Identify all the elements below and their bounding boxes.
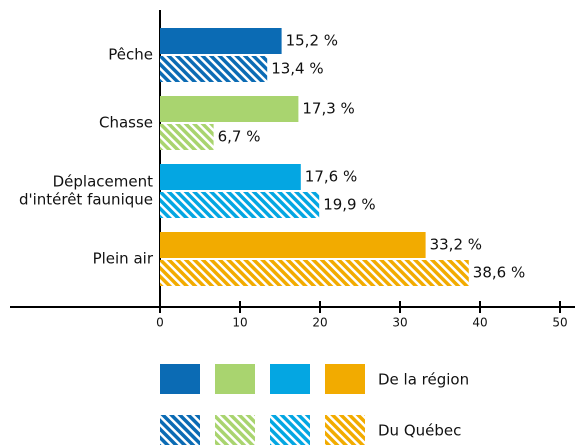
x-tick-label: 50 — [552, 316, 567, 330]
bar — [160, 232, 426, 258]
category-label: d'intérêt faunique — [19, 191, 153, 209]
x-tick-label: 30 — [392, 316, 407, 330]
bar — [160, 124, 214, 150]
legend-swatch — [160, 364, 200, 394]
x-tick-label: 40 — [472, 316, 487, 330]
category-label: Chasse — [99, 114, 153, 132]
value-label: 17,3 % — [302, 100, 354, 118]
value-label: 19,9 % — [323, 196, 375, 214]
x-tick-label: 20 — [312, 316, 327, 330]
value-label: 15,2 % — [286, 32, 338, 50]
x-tick-label: 0 — [156, 316, 164, 330]
legend-swatch — [325, 364, 365, 394]
bar — [160, 164, 301, 190]
legend-label: De la région — [378, 371, 469, 389]
bar — [160, 28, 282, 54]
value-label: 13,4 % — [271, 60, 323, 78]
value-label: 6,7 % — [218, 128, 261, 146]
category-label: Plein air — [93, 250, 154, 268]
bar — [160, 192, 320, 218]
bar — [160, 96, 299, 122]
value-label: 38,6 % — [473, 264, 525, 282]
legend-swatch — [270, 415, 310, 445]
legend-swatch — [160, 415, 200, 445]
bar — [160, 56, 268, 82]
x-tick-label: 10 — [232, 316, 247, 330]
category-label: Déplacement — [53, 173, 153, 191]
value-label: 33,2 % — [430, 236, 482, 254]
legend-label: Du Québec — [378, 422, 461, 440]
legend-swatch — [270, 364, 310, 394]
bar — [160, 260, 469, 286]
legend-swatch — [325, 415, 365, 445]
legend-swatch — [215, 415, 255, 445]
category-label: Pêche — [108, 46, 153, 64]
value-label: 17,6 % — [305, 168, 357, 186]
legend-swatch — [215, 364, 255, 394]
